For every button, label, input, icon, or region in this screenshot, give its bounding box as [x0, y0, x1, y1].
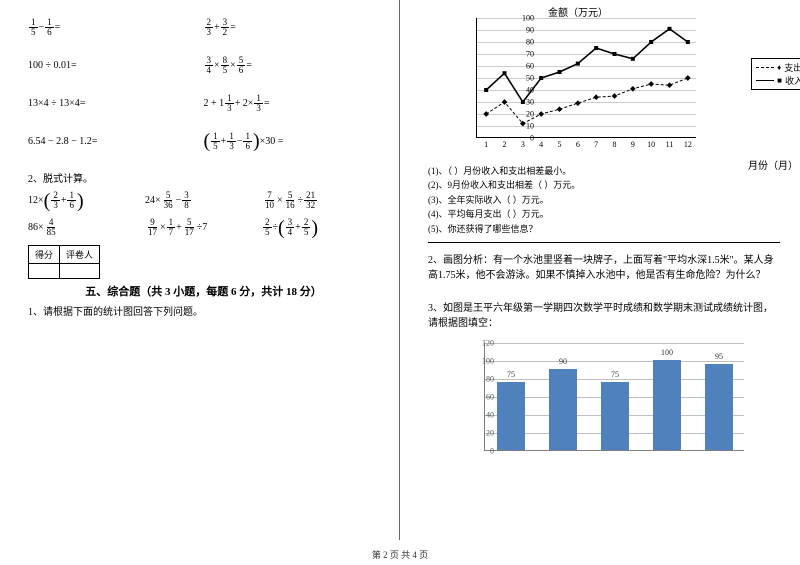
- legend-item: ■收入: [756, 74, 800, 87]
- expression: 917 × 17 + 517 ÷7: [145, 218, 262, 237]
- bar-value-label: 90: [549, 357, 577, 366]
- y-axis-title: 金额（万元）: [548, 4, 608, 19]
- left-column: 15 − 16 =23 + 32 =100 ÷ 0.01=34 × 85 × 5…: [0, 0, 400, 540]
- bar-value-label: 95: [705, 352, 733, 361]
- q3-text: 3、如图是王平六年级第一学期四次数学平时成绩和数学期末测试成绩统计图，请根据图填…: [428, 299, 780, 329]
- y-tick: 70: [526, 50, 534, 59]
- equation-cell: 100 ÷ 0.01=: [28, 46, 204, 84]
- bar: 95: [705, 364, 733, 450]
- score-table: 得分 评卷人: [28, 245, 100, 279]
- sub-question: (5)、你还获得了哪些信息？: [428, 222, 780, 236]
- chart-legend: ♦支出■收入: [751, 58, 800, 90]
- y-tick: 90: [526, 26, 534, 35]
- bar-y-tick: 40: [486, 410, 494, 419]
- y-tick: 100: [522, 14, 534, 23]
- y-tick: 30: [526, 98, 534, 107]
- y-tick: 60: [526, 62, 534, 71]
- expression: 25 ÷(34 + 25): [262, 218, 379, 237]
- q2-text: 2、画图分析：有一个水池里竖着一块牌子，上面写着"平均水深1.5米"。某人身高1…: [428, 251, 780, 281]
- x-tick: 11: [666, 140, 674, 149]
- bar: 100: [653, 360, 681, 450]
- bar-plot-area: 75907510095: [484, 343, 744, 451]
- equation-cell: 6.54 − 2.8 − 1.2=: [28, 122, 204, 160]
- x-tick: 8: [613, 140, 617, 149]
- x-tick: 10: [647, 140, 655, 149]
- page-footer: 第 2 页 共 4 页: [0, 548, 800, 561]
- y-tick: 10: [526, 122, 534, 131]
- sub-question: (1)、（ ）月份收入和支出相差最小。: [428, 164, 780, 178]
- bar: 75: [601, 382, 629, 450]
- x-tick: 12: [684, 140, 692, 149]
- bar: 75: [497, 382, 525, 450]
- y-tick: 40: [526, 86, 534, 95]
- y-tick: 0: [530, 134, 534, 143]
- grader-cell: 评卷人: [60, 246, 100, 264]
- bar-value-label: 75: [497, 370, 525, 379]
- right-column: 金额（万元） 123456789101112 ♦支出■收入 月份（月） 0102…: [400, 0, 800, 540]
- score-cell: 得分: [29, 246, 60, 264]
- bar-value-label: 75: [601, 370, 629, 379]
- equation-cell: 2 + 113 + 2×13 =: [204, 84, 380, 122]
- line-plot-area: 123456789101112: [476, 18, 696, 138]
- x-tick: 7: [594, 140, 598, 149]
- legend-item: ♦支出: [756, 61, 800, 74]
- x-tick: 3: [521, 140, 525, 149]
- equation-cell: (15 + 13 − 16)×30 =: [204, 122, 380, 160]
- bar-chart: 75907510095 020406080100120: [458, 335, 758, 465]
- sub-question: (2)、9月份收入和支出相差（ ）万元。: [428, 178, 780, 192]
- sub-question: (3)、全年实际收入（ ）万元。: [428, 193, 780, 207]
- x-tick: 1: [484, 140, 488, 149]
- x-axis-title: 月份（月）: [748, 157, 798, 172]
- x-tick: 5: [558, 140, 562, 149]
- bar-value-label: 100: [653, 348, 681, 357]
- equation-grid: 15 − 16 =23 + 32 =100 ÷ 0.01=34 × 85 × 5…: [28, 8, 379, 160]
- line-chart: 金额（万元） 123456789101112 ♦支出■收入 月份（月） 0102…: [448, 8, 758, 158]
- answer-line: [428, 242, 780, 243]
- bar-y-tick: 20: [486, 428, 494, 437]
- x-tick: 9: [631, 140, 635, 149]
- bar-y-tick: 100: [482, 356, 494, 365]
- sub-question: (4)、平均每月支出（ ）万元。: [428, 207, 780, 221]
- section-5-title: 五、综合题（共 3 小题，每题 6 分，共计 18 分）: [28, 283, 379, 299]
- y-tick: 80: [526, 38, 534, 47]
- y-tick: 50: [526, 74, 534, 83]
- q2-label: 2、脱式计算。: [28, 170, 379, 185]
- sub-question-list: (1)、（ ）月份收入和支出相差最小。(2)、9月份收入和支出相差（ ）万元。(…: [428, 164, 780, 236]
- equation-cell: 34 × 85 × 56 =: [204, 46, 380, 84]
- expression: 710 × 516 ÷ 2132: [262, 191, 379, 210]
- expression: 24× 536 − 38: [145, 191, 262, 210]
- bar: 90: [549, 369, 577, 450]
- equation-cell: 23 + 32 =: [204, 8, 380, 46]
- bar-y-tick: 80: [486, 374, 494, 383]
- bar-y-tick: 0: [490, 446, 494, 455]
- x-tick: 4: [539, 140, 543, 149]
- q1-text: 1、请根据下面的统计图回答下列问题。: [28, 303, 379, 318]
- x-tick: 6: [576, 140, 580, 149]
- x-tick: 2: [503, 140, 507, 149]
- bar-y-tick: 120: [482, 338, 494, 347]
- equation-cell: 13×4 ÷ 13×4=: [28, 84, 204, 122]
- expression: 12×(23 + 16): [28, 191, 145, 210]
- y-tick: 20: [526, 110, 534, 119]
- expression: 86× 485: [28, 218, 145, 237]
- bar-y-tick: 60: [486, 392, 494, 401]
- equation-cell: 15 − 16 =: [28, 8, 204, 46]
